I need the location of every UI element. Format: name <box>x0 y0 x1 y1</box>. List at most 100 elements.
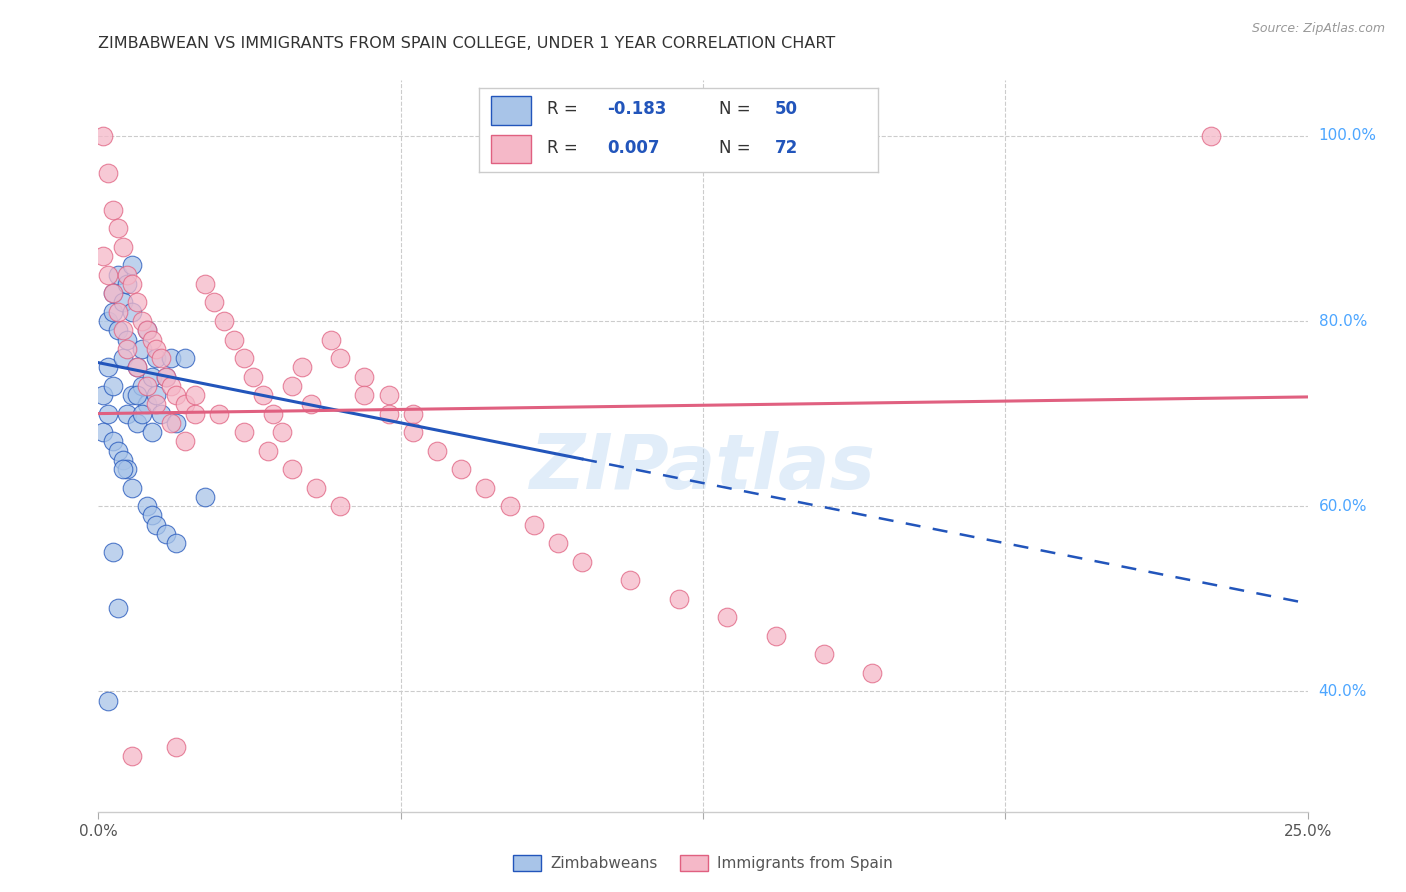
Point <box>305 481 328 495</box>
Point <box>165 416 187 430</box>
Point <box>117 462 139 476</box>
Point <box>353 369 375 384</box>
Point <box>117 333 139 347</box>
Point <box>402 407 425 421</box>
Point <box>121 388 143 402</box>
Point <box>97 693 120 707</box>
Point <box>329 499 352 513</box>
Point <box>1199 128 1222 143</box>
Point <box>155 369 177 384</box>
Point <box>97 314 120 328</box>
Point <box>668 591 690 606</box>
Point <box>135 499 157 513</box>
Point <box>619 574 641 588</box>
Point <box>155 527 177 541</box>
Point <box>141 425 163 439</box>
Point <box>141 333 163 347</box>
Point <box>450 462 472 476</box>
Point <box>208 407 231 421</box>
Point <box>523 517 546 532</box>
Point <box>141 369 163 384</box>
Point <box>145 342 167 356</box>
Point <box>107 268 129 282</box>
Point <box>262 407 284 421</box>
Point <box>165 388 187 402</box>
Point <box>127 388 149 402</box>
Point <box>860 665 883 680</box>
Point <box>107 323 129 337</box>
Text: ZIMBABWEAN VS IMMIGRANTS FROM SPAIN COLLEGE, UNDER 1 YEAR CORRELATION CHART: ZIMBABWEAN VS IMMIGRANTS FROM SPAIN COLL… <box>98 36 835 51</box>
Point <box>107 221 129 235</box>
Point <box>91 249 114 263</box>
Point <box>91 388 114 402</box>
Point <box>204 295 226 310</box>
Legend: Zimbabweans, Immigrants from Spain: Zimbabweans, Immigrants from Spain <box>508 849 898 877</box>
Point <box>121 259 143 273</box>
Point <box>117 268 139 282</box>
Point <box>101 434 124 449</box>
Point <box>101 379 124 393</box>
Point <box>121 481 143 495</box>
Point <box>160 379 183 393</box>
Point <box>131 314 153 328</box>
Point <box>281 462 304 476</box>
Point <box>91 425 114 439</box>
Text: ZIPatlas: ZIPatlas <box>530 431 876 505</box>
Point <box>353 388 375 402</box>
Point <box>97 268 120 282</box>
Point <box>135 379 157 393</box>
Point <box>184 388 207 402</box>
Point <box>765 629 787 643</box>
Point <box>111 323 134 337</box>
Point <box>498 499 520 513</box>
Point <box>150 407 173 421</box>
Point <box>165 739 187 754</box>
Point <box>111 462 134 476</box>
Point <box>131 342 153 356</box>
Point <box>117 277 139 291</box>
Point <box>160 351 183 365</box>
Point <box>155 369 177 384</box>
Point <box>101 545 124 559</box>
Point <box>121 304 143 318</box>
Point <box>121 749 143 764</box>
Point <box>127 295 149 310</box>
Point <box>145 388 167 402</box>
Point <box>101 286 124 301</box>
Point <box>271 425 294 439</box>
Point <box>174 434 197 449</box>
Point <box>174 397 197 411</box>
Point <box>101 286 124 301</box>
Point <box>117 342 139 356</box>
Point <box>135 397 157 411</box>
Point <box>716 610 738 624</box>
Point <box>111 295 134 310</box>
Point <box>117 407 139 421</box>
Point <box>212 314 235 328</box>
Text: 60.0%: 60.0% <box>1319 499 1367 514</box>
Point <box>160 416 183 430</box>
Point <box>141 508 163 523</box>
Point <box>107 443 129 458</box>
Point <box>111 240 134 254</box>
Point <box>184 407 207 421</box>
Point <box>299 397 322 411</box>
Point <box>135 323 157 337</box>
Point <box>256 443 278 458</box>
Point <box>145 517 167 532</box>
Point <box>426 443 449 458</box>
Point <box>571 555 593 569</box>
Point <box>101 202 124 217</box>
Point <box>165 536 187 550</box>
Point <box>127 416 149 430</box>
Point <box>329 351 352 365</box>
Point <box>194 277 217 291</box>
Point <box>174 351 197 365</box>
Point <box>107 304 129 318</box>
Point <box>121 277 143 291</box>
Point <box>232 351 254 365</box>
Point <box>242 369 264 384</box>
Point <box>319 333 342 347</box>
Point <box>97 407 120 421</box>
Point <box>222 333 245 347</box>
